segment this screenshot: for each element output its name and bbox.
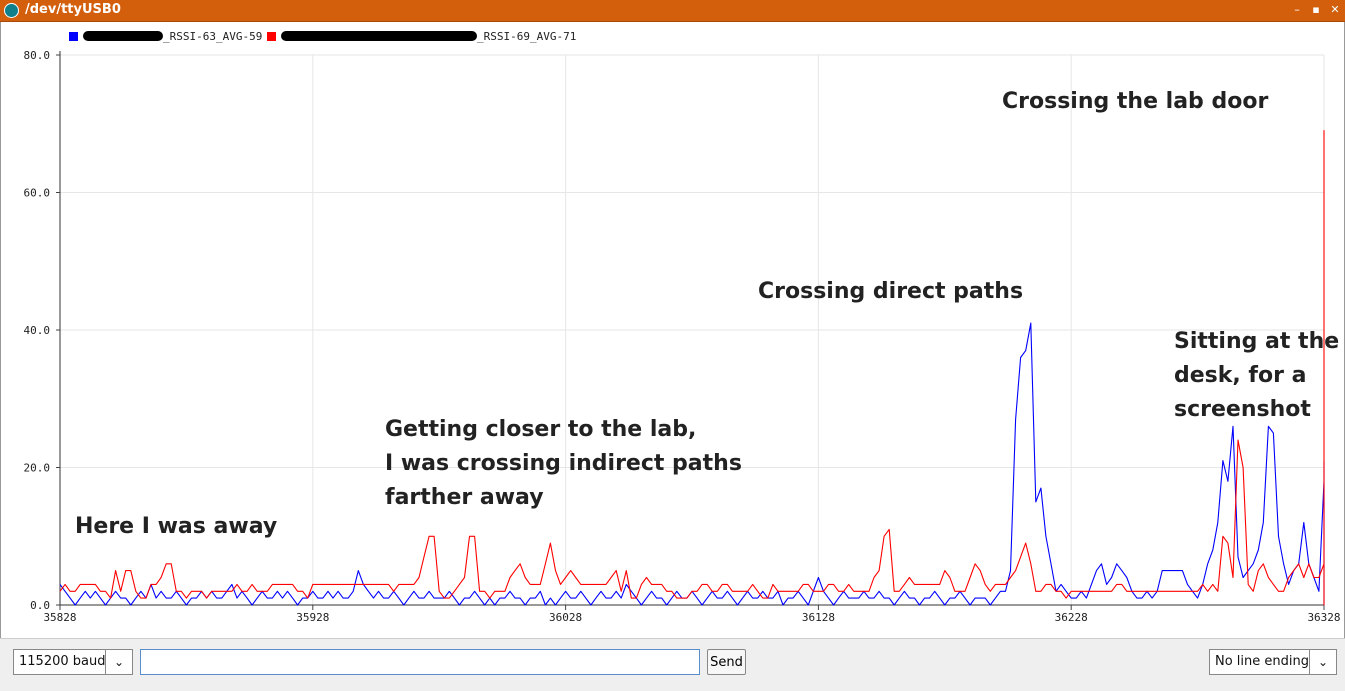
arduino-app-icon (4, 3, 19, 18)
y-tick-label: 60.0 (24, 187, 51, 200)
legend-label: _RSSI-63_AVG-59 (163, 30, 262, 43)
serial-plotter: 35828 35928 36028 36128 36228 36328 0.0 20.0 40.… (0, 22, 1345, 638)
x-tick-label: 36328 (1307, 611, 1340, 624)
redacted-name-block (83, 31, 163, 41)
baud-rate-value: 115200 baud (19, 654, 106, 669)
x-tick-label: 36128 (802, 611, 835, 624)
redacted-name-block (281, 31, 477, 41)
x-tick-label: 35928 (296, 611, 329, 624)
plot-canvas: 35828 35928 36028 36128 36228 36328 0.0 20.0 40.… (24, 30, 1341, 624)
y-tick-label: 80.0 (24, 49, 51, 62)
annotation-away: Here I was away (75, 514, 278, 539)
close-icon[interactable]: ✕ (1330, 3, 1340, 16)
series-line (59, 130, 1325, 606)
title-bar[interactable]: /dev/ttyUSB0 – ▪ ✕ (0, 0, 1345, 22)
chevron-down-icon[interactable]: ⌄ (105, 650, 132, 674)
legend: _RSSI-63_AVG-59 _RSSI-69_AVG-71 (69, 30, 576, 43)
y-tick-label: 20.0 (24, 462, 51, 475)
annotation-direct: Crossing direct paths (758, 279, 1024, 304)
legend-swatch (69, 32, 78, 41)
legend-label: _RSSI-69_AVG-71 (477, 30, 576, 43)
line-ending-select[interactable]: No line ending ⌄ (1209, 649, 1337, 675)
send-button[interactable]: Send (707, 649, 746, 675)
series (59, 130, 1325, 606)
x-tick-label: 36228 (1055, 611, 1088, 624)
legend-swatch (267, 32, 276, 41)
annotation-closer: Getting closer to the lab, I was crossin… (385, 417, 742, 510)
serial-input[interactable] (140, 649, 700, 675)
line-ending-value: No line ending (1215, 654, 1309, 669)
axes: 35828 35928 36028 36128 36228 36328 0.0 20.0 40.… (24, 49, 1341, 624)
annotation-door: Crossing the lab door (1002, 89, 1269, 114)
bottom-toolbar: 115200 baud ⌄ Send No line ending ⌄ (0, 638, 1345, 691)
maximize-icon[interactable]: ▪ (1312, 3, 1320, 16)
annotation-desk: Sitting at the desk, for a screenshot (1174, 329, 1340, 422)
y-tick-label: 0.0 (30, 599, 50, 612)
x-tick-label: 35828 (43, 611, 76, 624)
x-tick-label: 36028 (549, 611, 582, 624)
baud-rate-select[interactable]: 115200 baud ⌄ (13, 649, 133, 675)
window-title: /dev/ttyUSB0 (25, 2, 121, 17)
chevron-down-icon[interactable]: ⌄ (1309, 650, 1336, 674)
minimize-icon[interactable]: – (1294, 3, 1300, 16)
y-tick-label: 40.0 (24, 324, 51, 337)
